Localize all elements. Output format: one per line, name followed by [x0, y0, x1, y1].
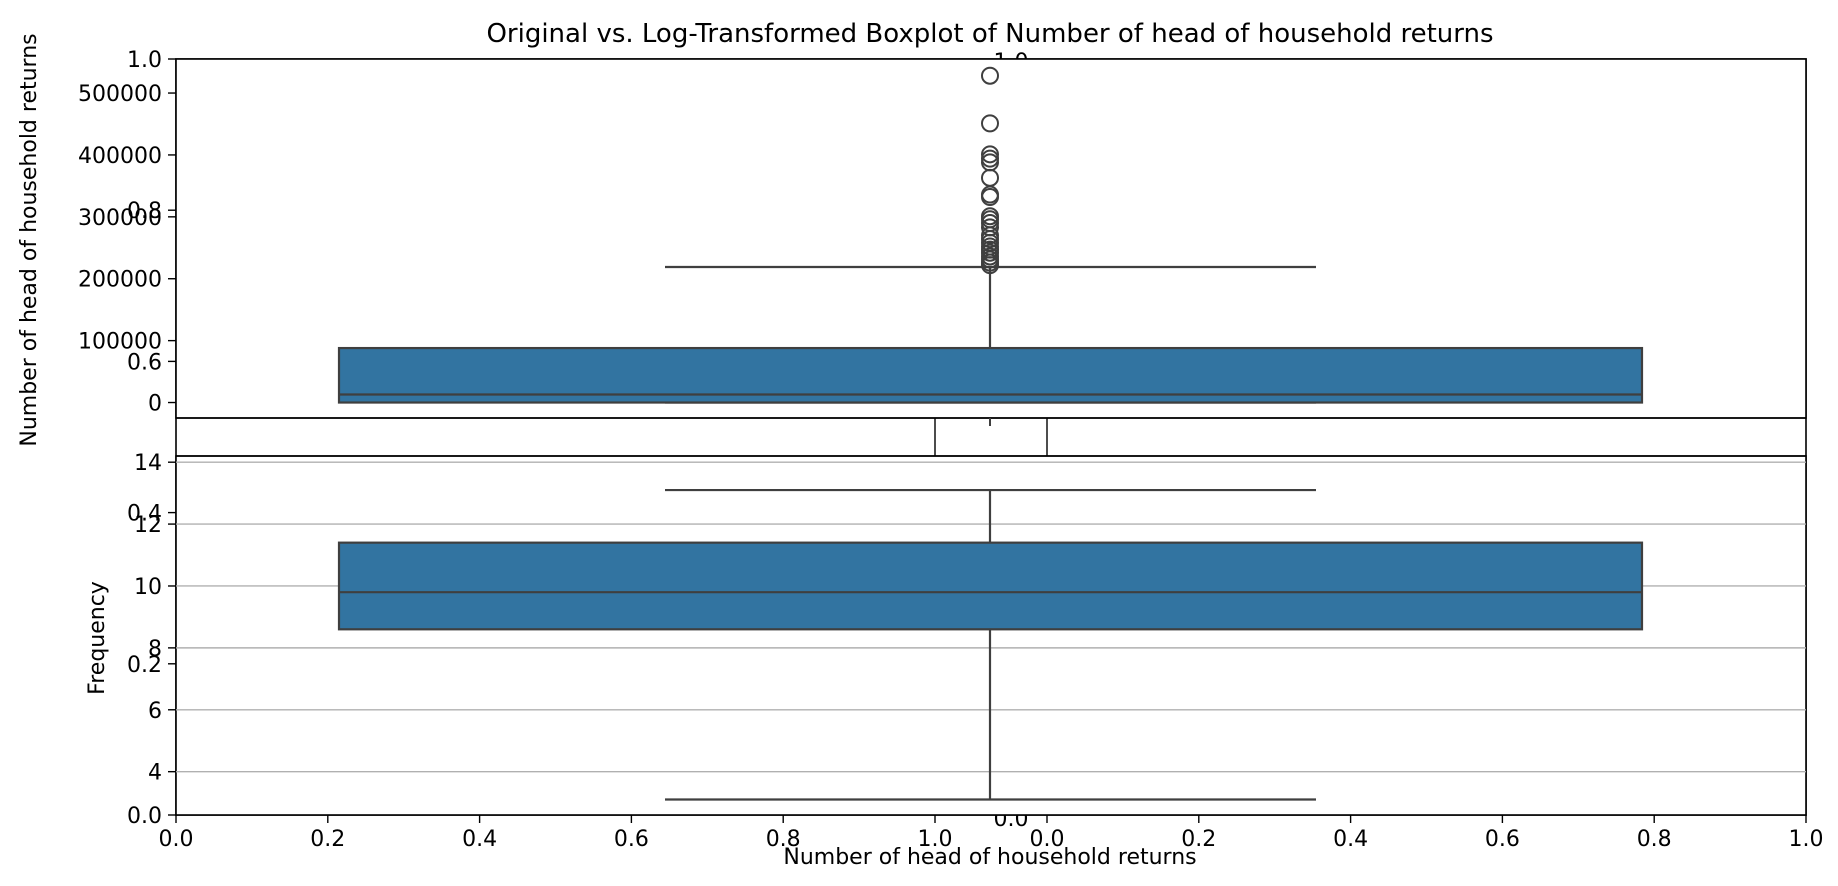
- x-left-tick-label: 0.4: [462, 827, 497, 852]
- x-right-tick-label: 1.0: [1789, 827, 1824, 852]
- outer-y-axis-label: Frequency: [85, 581, 110, 695]
- original-y-tick-label: 100000: [78, 330, 162, 355]
- original-outlier-point: [981, 114, 999, 133]
- original-y-tick-label: 0: [148, 392, 162, 417]
- log-y-tick-label: 6: [148, 699, 162, 724]
- x-right-tick-label: 0.4: [1333, 827, 1368, 852]
- original-y-tick-label: 300000: [78, 206, 162, 231]
- x-right-tick-label: 0.6: [1485, 827, 1520, 852]
- outer-y-tick-label: 0.0: [127, 804, 162, 829]
- outer-y-tick-label: 0.6: [127, 350, 162, 375]
- log-y-tick-label: 4: [148, 761, 162, 786]
- original-outlier-point: [981, 207, 999, 226]
- original-outlier-point: [981, 149, 999, 168]
- x-right-tick-label: 0.2: [1181, 827, 1216, 852]
- log-y-tick-label: 14: [134, 451, 162, 476]
- x-left-tick-label: 0.2: [310, 827, 345, 852]
- x-right-tick-label: 0.8: [1637, 827, 1672, 852]
- x-axis-label: Number of head of household returns: [783, 845, 1196, 870]
- log-y-tick-label: 12: [134, 513, 162, 538]
- log-y-tick-label: 10: [134, 575, 162, 600]
- original-outlier-point: [981, 66, 999, 85]
- chart-title: Original vs. Log-Transformed Boxplot of …: [486, 19, 1493, 49]
- x-left-tick-label: 0.0: [159, 827, 194, 852]
- original-y-tick-label: 500000: [78, 82, 162, 107]
- x-left-tick-label: 0.8: [766, 827, 801, 852]
- x-left-tick-label: 0.6: [614, 827, 649, 852]
- outer-y-tick-label: 0.4: [127, 502, 162, 527]
- outer-y-tick-label: 0.2: [127, 653, 162, 678]
- x-left-tick-label: 1.0: [918, 827, 953, 852]
- original-y-tick-label: 400000: [78, 144, 162, 169]
- original-y-tick-label: 200000: [78, 268, 162, 293]
- outer-y-tick-label: 0.8: [127, 199, 162, 224]
- original-outlier-point: [981, 145, 999, 164]
- original-outlier-point: [981, 218, 999, 237]
- log-box: [337, 541, 1644, 631]
- x-right-tick-label: 0.0: [1030, 827, 1065, 852]
- outer-y-tick-label: 1.0: [127, 48, 162, 73]
- top-y-axis-label: Number of head of household returns: [17, 33, 42, 446]
- log-y-tick-label: 8: [148, 637, 162, 662]
